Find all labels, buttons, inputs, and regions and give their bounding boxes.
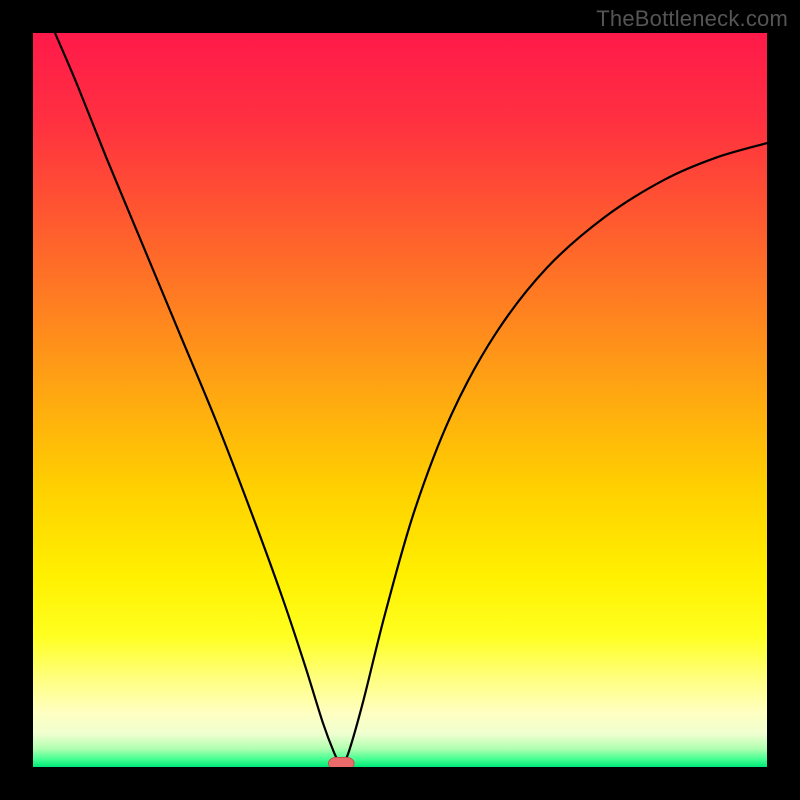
gradient-background [33, 33, 767, 767]
watermark-text: TheBottleneck.com [596, 6, 788, 32]
chart-container: TheBottleneck.com [0, 0, 800, 800]
plot-area [33, 33, 767, 767]
bottleneck-chart [33, 33, 767, 767]
optimal-marker [328, 757, 354, 767]
